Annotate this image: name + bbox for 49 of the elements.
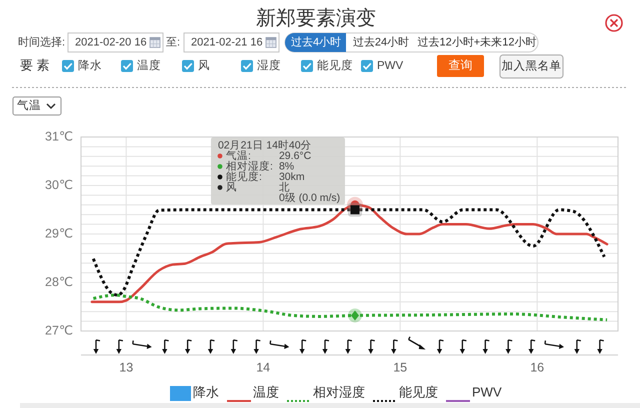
annotation: 北	[278, 180, 290, 194]
checkbox[interactable]	[62, 60, 74, 72]
text: 降水	[78, 59, 102, 72]
legend-label: 能见度	[399, 384, 438, 400]
date-input[interactable]: 2021-02-20 16	[68, 32, 164, 52]
close-icon[interactable]	[605, 14, 623, 32]
annotation: 相对湿度:	[226, 159, 273, 172]
legend-label: 降水	[193, 384, 219, 400]
text: 风	[198, 59, 210, 72]
annotation: 29.6°C	[278, 150, 312, 162]
y-tick-label: 31℃	[45, 129, 73, 144]
legend-label: PWV	[472, 384, 502, 400]
annotation: 0级 (0.0 m/s)	[278, 192, 340, 204]
point	[348, 308, 362, 322]
text: 至:	[166, 36, 180, 48]
text: 湿度	[257, 58, 281, 72]
y-tick-label: 28℃	[45, 274, 73, 289]
blacklist-button[interactable]: 加入黑名单	[500, 54, 564, 78]
annotation: 气温:	[226, 150, 251, 162]
legend-label: 相对湿度	[313, 384, 365, 400]
x-tick-label: 14	[256, 360, 270, 374]
x-tick-label: 13	[119, 360, 134, 374]
x-tick-label: 15	[393, 360, 408, 374]
checkbox[interactable]	[121, 60, 133, 72]
text: PWV	[377, 60, 404, 72]
annotation: 8%	[278, 160, 294, 172]
text: 要 素	[20, 57, 50, 72]
y-tick-label: 29℃	[45, 226, 73, 240]
chart-title: 新郑要素演变	[256, 7, 376, 30]
checkbox[interactable]	[361, 60, 373, 72]
time-range-toggle[interactable]: 过去4小时 过去24小时 过去12小时+未来12小时	[284, 32, 538, 52]
annotation: 能见度:	[226, 170, 262, 183]
checkbox[interactable]	[301, 60, 313, 72]
text: 时间选择:	[18, 35, 66, 48]
x-tick-label: 16	[530, 360, 544, 374]
annotation: 30km	[278, 170, 305, 183]
text: 温度	[137, 58, 161, 72]
line-series	[92, 294, 609, 322]
legend-label: 温度	[253, 384, 279, 400]
checkbox[interactable]	[182, 60, 194, 72]
y-tick-label: 30℃	[45, 178, 73, 192]
checkbox[interactable]	[241, 60, 253, 72]
text: 能见度	[317, 58, 353, 72]
date-input[interactable]: 2021-02-21 16	[184, 32, 280, 52]
annotation: 风	[226, 181, 237, 194]
annotation: 02月21日 14时40分	[218, 138, 312, 152]
dropdown[interactable]: 气温	[12, 96, 62, 116]
y-tick-label: 27℃	[45, 323, 73, 338]
scrollbar[interactable]	[20, 403, 640, 408]
